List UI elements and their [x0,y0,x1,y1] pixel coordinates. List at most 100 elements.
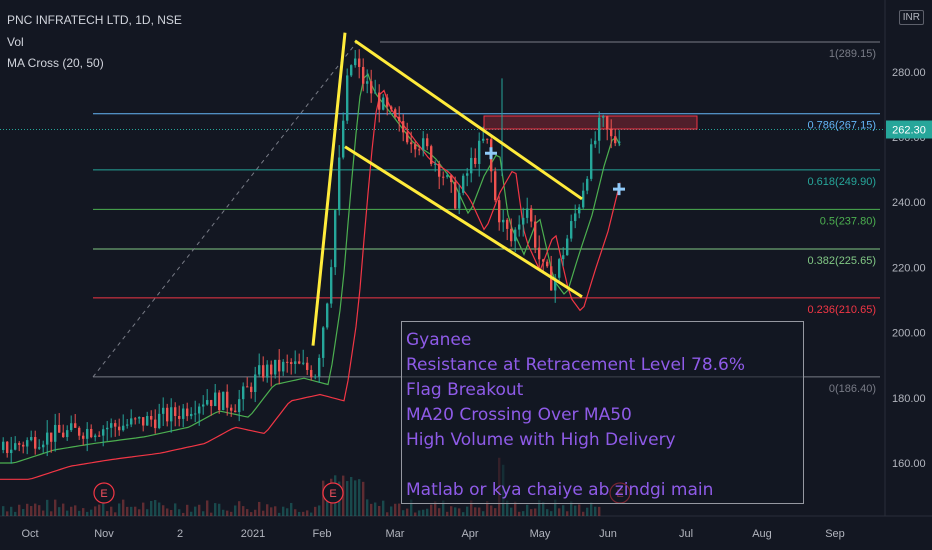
candle-body [566,238,569,256]
note-line: High Volume with High Delivery [406,430,676,450]
volume-bar [490,505,493,516]
volume-bar [302,511,305,516]
volume-bar [198,504,201,516]
candle-body [382,97,385,110]
volume-bar [370,503,373,516]
candle-body [298,361,301,364]
volume-bar [318,505,321,516]
volume-label[interactable]: Vol [7,35,24,49]
candle-body [70,423,73,431]
volume-bar [550,511,553,516]
volume-bar [18,504,21,516]
volume-bar [86,511,89,516]
volume-bar [250,512,253,516]
candle-body [102,429,105,436]
candle-body [618,141,621,144]
volume-bar [566,511,569,516]
candle-body [142,417,145,426]
volume-bar [66,510,69,516]
candle-body [238,399,241,413]
volume-bar [210,512,213,516]
volume-bar [526,504,529,516]
candle-body [310,369,313,378]
volume-bar [358,479,361,516]
note-line: Flag Breakout [406,380,524,400]
candle-body [418,149,421,151]
candle-body [182,408,185,419]
candle-body [402,121,405,133]
volume-bar [418,510,421,516]
volume-bar [406,508,409,516]
flag-upper-line [354,39,583,201]
earnings-marker-circle [322,482,344,504]
candle-body [398,116,401,122]
candle-body [106,427,109,430]
x-tick-label: May [530,528,551,540]
candle-body [458,192,461,209]
x-tick-label: Feb [313,528,332,540]
candle-body [366,81,369,84]
candle-body [338,157,341,211]
ma-cross-label[interactable]: MA Cross (20, 50) [7,56,104,70]
x-tick-label: Nov [94,528,114,540]
candle-body [178,415,181,419]
volume-bar [226,510,229,516]
candle-body [282,361,285,372]
candle-body [174,407,177,416]
volume-bar [54,499,57,516]
volume-bar [130,506,133,516]
candle-body [214,392,217,407]
volume-bar [486,501,489,516]
candle-body [158,413,161,429]
volume-bar [258,501,261,516]
volume-bar [426,508,429,516]
candle-body [126,424,129,426]
volume-bar [538,500,541,516]
volume-bar [126,506,129,516]
x-tick-label: Apr [461,528,478,540]
volume-bar [466,506,469,516]
candle-body [318,357,321,377]
candle-body [562,255,565,260]
candle-body [534,221,537,248]
ma50-line [0,89,621,480]
volume-bar [394,503,397,516]
ma-cross-marker [485,147,497,160]
volume-bar [310,512,313,516]
volume-bar [10,506,13,516]
candle-body [10,449,13,454]
candle-body [510,228,513,242]
candle-body [94,435,97,438]
annotation-box[interactable]: Gyanee Resistance at Retracement Level 7… [401,321,804,504]
volume-bar [62,503,65,516]
volume-bar [162,505,165,516]
volume-bar [558,508,561,516]
candle-body [206,400,209,405]
candle-body [386,97,389,107]
volume-bar [570,501,573,516]
volume-bar [110,506,113,516]
candle-body [410,142,413,145]
volume-bar [462,512,465,516]
candle-body [278,359,281,372]
volume-bar [30,506,33,516]
candle-body [18,443,21,445]
volume-bar [530,509,533,516]
volume-bar [522,511,525,516]
candle-body [522,217,525,225]
volume-bar [118,503,121,516]
candle-body [50,432,53,442]
candle-body [378,92,381,110]
currency-badge[interactable]: INR [898,10,924,25]
candle-body [482,138,485,141]
symbol-title[interactable]: PNC INFRATECH LTD, 1D, NSE [7,13,182,27]
volume-bar [454,507,457,516]
volume-bar [518,511,521,516]
volume-bar [254,509,257,516]
candle-body [262,365,265,378]
candle-body [118,426,121,431]
volume-bar [42,510,45,516]
candle-body [246,386,249,388]
volume-bar [78,510,81,516]
